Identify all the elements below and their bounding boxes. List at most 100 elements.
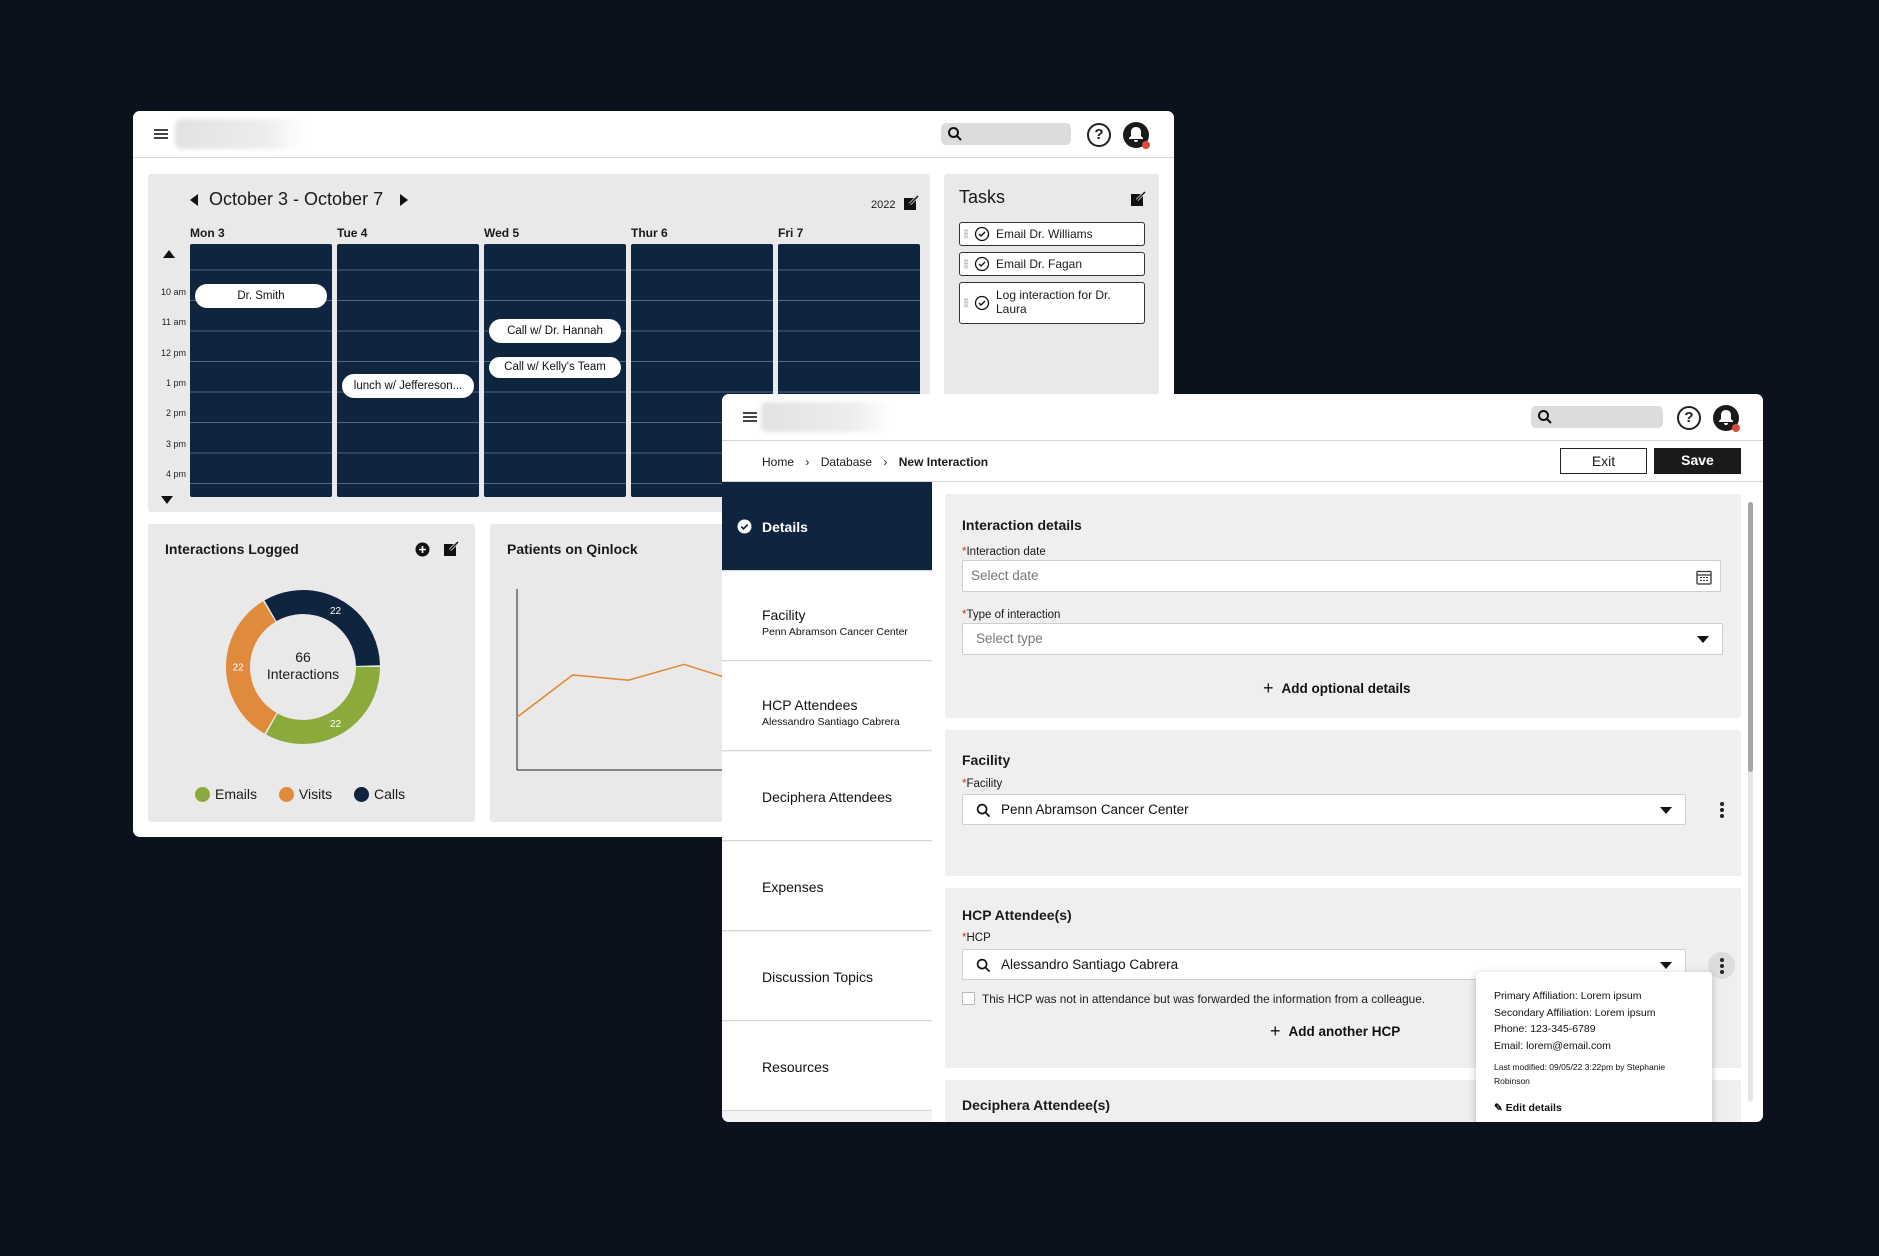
nav-item-discussion-topics[interactable]: Discussion Topics	[722, 932, 932, 1021]
day-header: Thur 6	[631, 226, 668, 240]
interaction-date-input[interactable]: Select date	[962, 560, 1721, 592]
task-item[interactable]: Email Dr. Williams	[959, 222, 1145, 246]
day-column-mon[interactable]	[190, 244, 332, 497]
hcp-details-popover: Primary Affiliation: Lorem ipsum Seconda…	[1476, 972, 1712, 1122]
nav-item-details[interactable]: Details	[722, 482, 932, 571]
card-title: HCP Attendee(s)	[962, 907, 1072, 923]
interactions-title: Interactions Logged	[165, 541, 299, 557]
nav-item-expenses[interactable]: Expenses	[722, 842, 932, 931]
search-icon	[1538, 410, 1552, 424]
task-label: Email Dr. Williams	[996, 227, 1093, 241]
next-week-icon[interactable]	[400, 194, 408, 206]
search-input[interactable]	[941, 123, 1071, 145]
help-icon[interactable]: ?	[1087, 123, 1111, 147]
day-column-tue[interactable]	[337, 244, 479, 497]
task-item[interactable]: Email Dr. Fagan	[959, 252, 1145, 276]
check-circle-icon[interactable]	[974, 256, 990, 272]
chevron-right-icon: ›	[883, 455, 888, 469]
nav-label: HCP Attendees	[762, 697, 858, 713]
day-header: Wed 5	[484, 226, 520, 240]
scrollbar-thumb[interactable]	[1748, 502, 1753, 772]
menu-icon[interactable]	[154, 129, 168, 139]
calendar-event[interactable]: Call w/ Dr. Hannah	[489, 319, 621, 343]
scroll-up-icon[interactable]	[163, 250, 175, 258]
interaction-details-card: Interaction details *Interaction date Se…	[945, 494, 1741, 718]
nav-item-deciphera-attendees[interactable]: Deciphera Attendees	[722, 752, 932, 841]
legend-item: Visits	[278, 786, 332, 802]
patients-title: Patients on Qinlock	[507, 541, 638, 557]
legend-label: Calls	[374, 786, 406, 802]
facility-card: Facility *Facility Penn Abramson Cancer …	[945, 730, 1741, 876]
legend-label: Emails	[215, 786, 258, 802]
nav-item-facility[interactable]: Facility Penn Abramson Cancer Center	[722, 572, 932, 661]
edit-details-link[interactable]: ✎ Edit details	[1494, 1100, 1694, 1117]
more-options-button[interactable]	[1708, 952, 1735, 979]
field-label: *HCP	[962, 932, 991, 944]
notification-badge	[1142, 141, 1150, 149]
prev-week-icon[interactable]	[190, 194, 198, 206]
hour-label: 12 pm	[160, 348, 186, 358]
hour-label: 10 am	[160, 287, 186, 297]
calendar-event[interactable]: Dr. Smith	[195, 284, 327, 308]
edit-icon[interactable]	[1131, 191, 1146, 206]
forwarded-checkbox[interactable]	[962, 992, 975, 1005]
date-placeholder: Select date	[971, 568, 1039, 583]
calendar-event[interactable]: lunch w/ Jeffereson...	[342, 374, 474, 398]
check-circle-icon[interactable]	[974, 226, 990, 242]
chevron-down-icon[interactable]	[1660, 962, 1672, 969]
nav-item-resources[interactable]: Resources	[722, 1022, 932, 1111]
interaction-type-select[interactable]: Select type	[962, 623, 1723, 655]
breadcrumb-database[interactable]: Database	[820, 455, 873, 469]
task-label: Email Dr. Fagan	[996, 257, 1083, 271]
search-icon	[948, 127, 962, 141]
check-circle-icon	[737, 519, 752, 534]
phone: Phone: 123-345-6789	[1494, 1023, 1596, 1035]
nav-item-hcp-attendees[interactable]: HCP Attendees Alessandro Santiago Cabrer…	[722, 662, 932, 751]
donut-slice-emails	[226, 590, 380, 744]
calendar-event[interactable]: Call w/ Kelly's Team	[489, 357, 621, 378]
edit-icon[interactable]	[444, 541, 459, 556]
donut-slice-value: 22	[330, 719, 342, 730]
check-circle-icon[interactable]	[974, 295, 990, 311]
drag-handle-icon[interactable]	[964, 259, 968, 269]
scrollbar-track[interactable]	[1748, 502, 1753, 1102]
hour-label: 3 pm	[165, 439, 186, 449]
more-options-icon[interactable]	[1720, 808, 1724, 812]
add-icon[interactable]	[415, 542, 430, 557]
hcp-value: Alessandro Santiago Cabrera	[1001, 957, 1179, 972]
header-divider	[722, 481, 1763, 482]
task-item[interactable]: Log interaction for Dr. Laura	[959, 282, 1145, 324]
add-optional-label: Add optional details	[1281, 681, 1411, 696]
scroll-down-icon[interactable]	[161, 496, 173, 504]
card-title: Facility	[962, 752, 1011, 768]
nav-sublabel: Penn Abramson Cancer Center	[762, 626, 908, 638]
week-range: October 3 - October 7	[209, 189, 384, 209]
hour-label: 1 pm	[165, 378, 186, 388]
menu-icon[interactable]	[743, 412, 757, 422]
donut-slice-visits	[226, 590, 380, 744]
notifications-icon[interactable]	[1713, 405, 1740, 432]
secondary-affiliation: Secondary Affiliation: Lorem ipsum	[1494, 1006, 1656, 1019]
field-label: *Type of interaction	[962, 609, 1061, 621]
drag-handle-icon[interactable]	[964, 298, 968, 308]
add-optional-details-button[interactable]: + Add optional details	[1263, 678, 1411, 699]
facility-select[interactable]: Penn Abramson Cancer Center	[962, 794, 1686, 825]
help-icon[interactable]: ?	[1677, 406, 1701, 430]
more-options-icon	[1719, 963, 1724, 968]
search-input[interactable]	[1531, 406, 1663, 428]
email: Email: lorem@email.com	[1494, 1039, 1611, 1052]
exit-button[interactable]: Exit	[1560, 448, 1647, 474]
primary-affiliation: Primary Affiliation: Lorem ipsum	[1494, 990, 1642, 1002]
save-button[interactable]: Save	[1654, 448, 1741, 474]
edit-icon[interactable]	[904, 195, 919, 210]
breadcrumb-home[interactable]: Home	[762, 455, 795, 469]
interactions-donut-chart: 22 22 22	[226, 590, 380, 744]
notifications-icon[interactable]	[1123, 122, 1150, 149]
add-another-hcp-button[interactable]: + Add another HCP	[1270, 1021, 1400, 1042]
chevron-down-icon[interactable]	[1697, 636, 1709, 643]
pencil-icon: ✎	[1494, 1102, 1503, 1114]
drag-handle-icon[interactable]	[964, 229, 968, 239]
hcp-select[interactable]: Alessandro Santiago Cabrera	[962, 949, 1686, 980]
calendar-icon[interactable]	[1696, 569, 1712, 585]
chevron-down-icon[interactable]	[1660, 807, 1672, 814]
